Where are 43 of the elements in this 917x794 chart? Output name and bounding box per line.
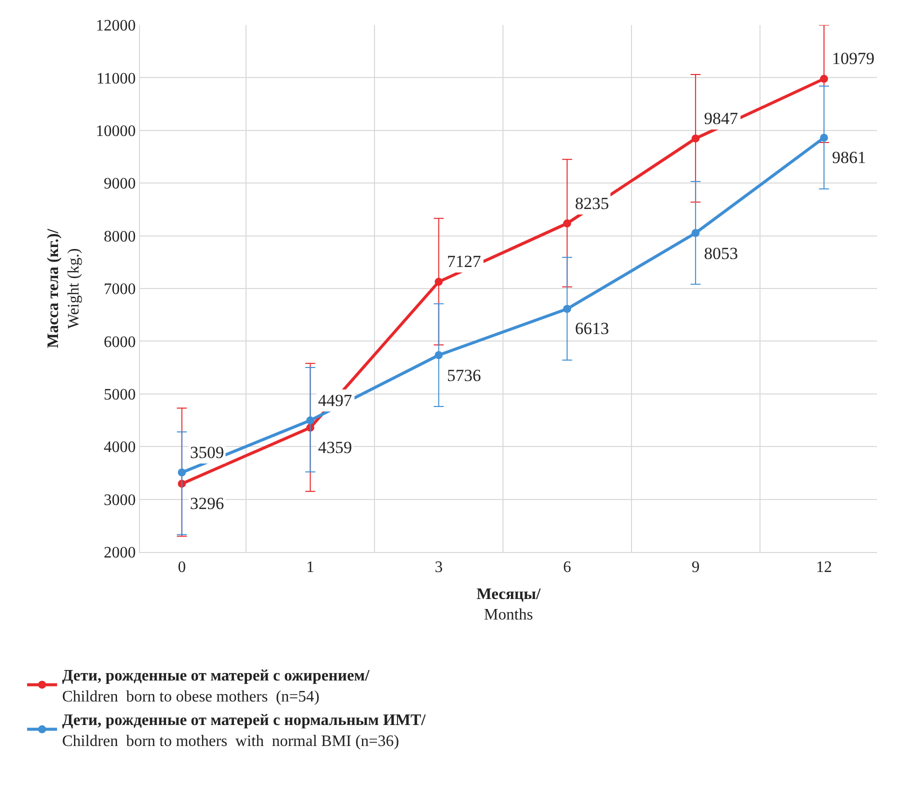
point [434, 351, 443, 360]
x-tick-label: 9 [692, 559, 700, 576]
y-tick-label: 5000 [104, 386, 136, 404]
y-tick-label: 7000 [104, 281, 136, 298]
point [563, 219, 572, 228]
y-tick-label: 6000 [104, 334, 136, 351]
x-tick-label: 1 [306, 559, 314, 576]
y-axis-title: Масса тела (кг.)/ Weight (kg.) [44, 228, 83, 348]
y-tick-label: 10000 [96, 123, 136, 140]
y-tick-label: 3000 [104, 492, 136, 509]
data-label: 9847 [704, 109, 738, 128]
y-tick-label: 11000 [96, 70, 136, 88]
data-label: 3296 [190, 494, 224, 513]
legend-label: Дети, рожденные от матерей с нормальным ИМТ/ Children born to mothers with normal BMI (n=36) [62, 712, 426, 750]
x-tick-label: 3 [434, 559, 443, 576]
point [692, 134, 700, 142]
data-label: 6613 [575, 319, 609, 338]
data-label: 10979 [832, 49, 874, 68]
point [178, 468, 186, 476]
data-label: 8053 [704, 244, 738, 263]
data-label: 3509 [190, 443, 224, 462]
legend-label: Дети, рожденные от матерей с ожирением/ Children born to obese mothers (n=54) [62, 668, 370, 706]
x-tick-label: 6 [563, 559, 572, 576]
x-tick-label: 0 [178, 559, 186, 576]
point [820, 74, 828, 83]
data-label: 9861 [832, 148, 866, 167]
x-tick-label: 12 [816, 559, 832, 576]
y-tick-label: 4000 [104, 439, 136, 456]
y-tick-label: 2000 [104, 544, 136, 562]
x-axis-title: Месяцы/ Months [476, 586, 542, 624]
data-label: 4497 [318, 391, 352, 410]
point [563, 304, 572, 313]
point [820, 134, 828, 142]
y-tick-label: 8000 [104, 228, 136, 246]
point [306, 416, 314, 424]
point [434, 278, 443, 286]
y-tick-label: 9000 [104, 176, 136, 193]
data-label: 7127 [447, 252, 482, 271]
y-tick-label: 12000 [96, 18, 136, 35]
data-label: 5736 [447, 366, 481, 385]
data-label: 8235 [575, 194, 609, 213]
point [692, 229, 700, 238]
data-label: 4359 [318, 438, 352, 457]
